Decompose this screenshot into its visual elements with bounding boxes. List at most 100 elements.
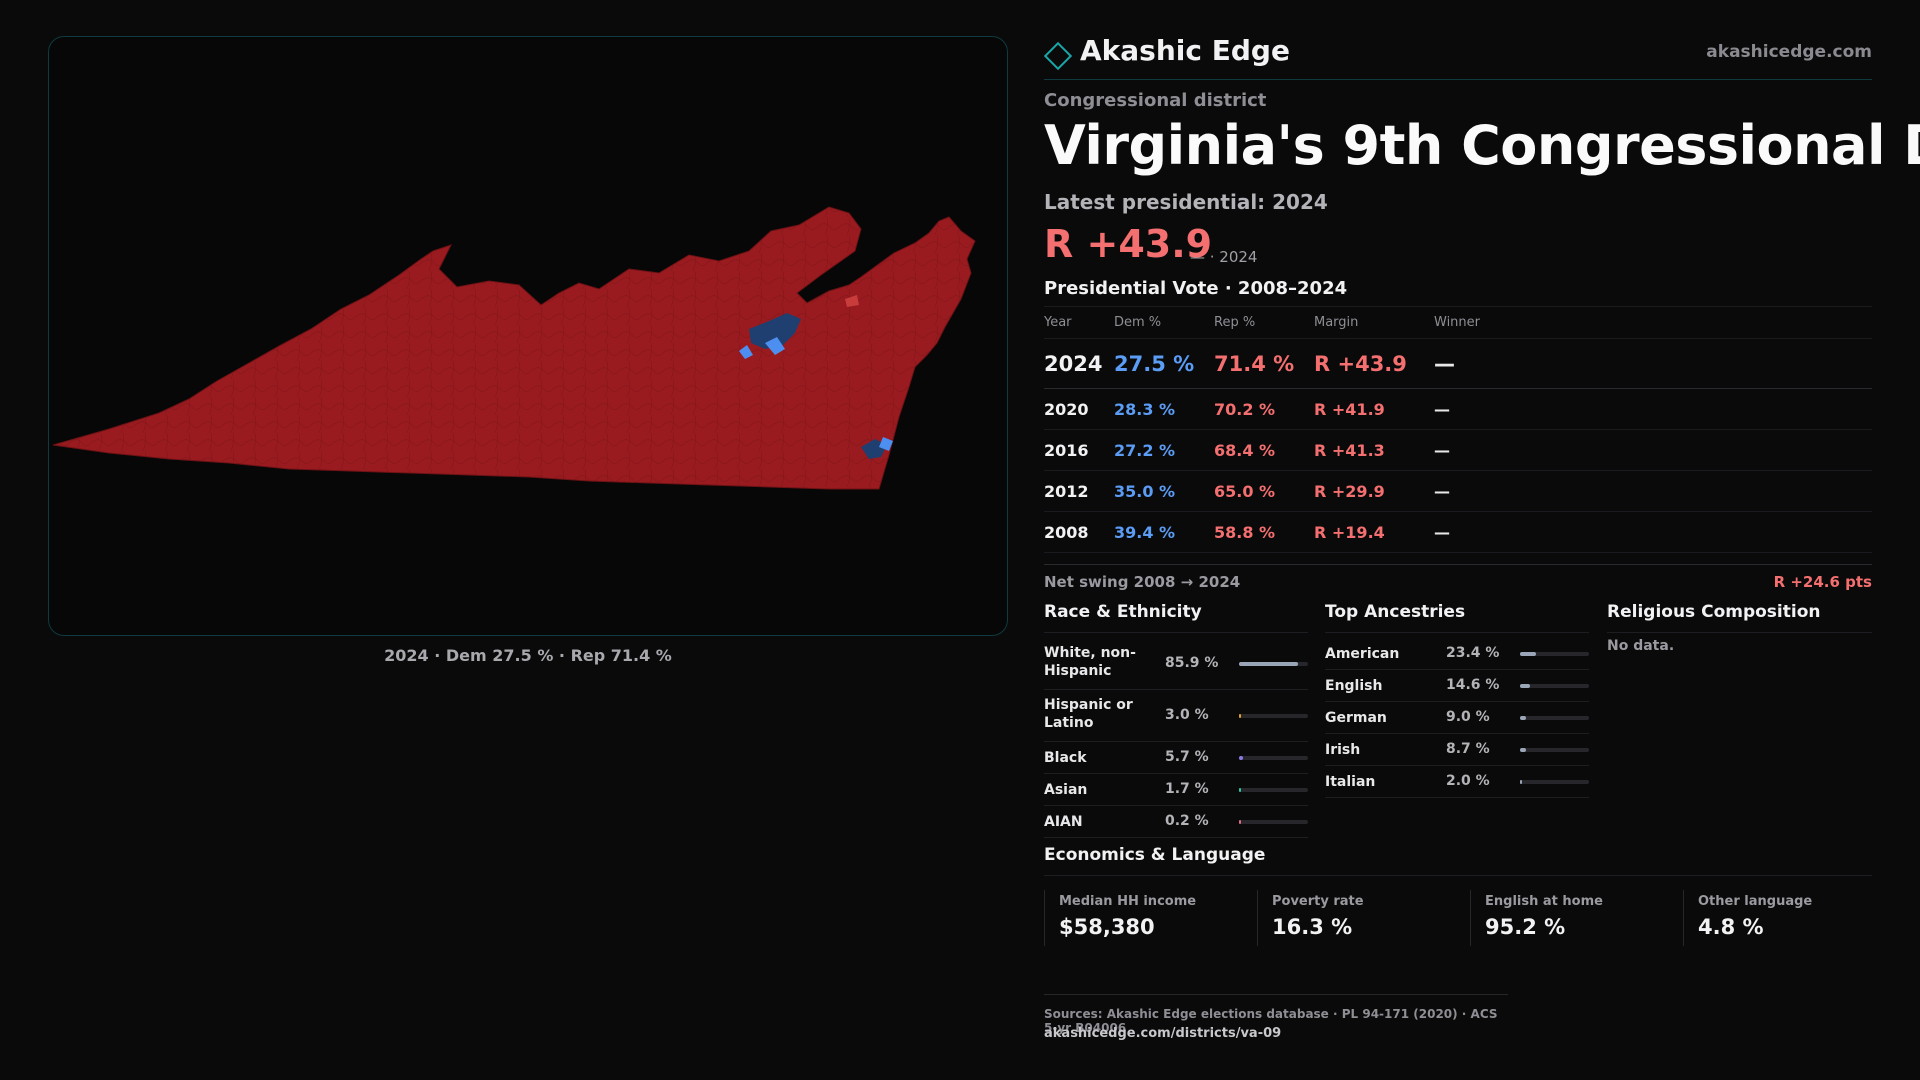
district-detail-panel: Akashic Edge akashicedge.com Congression… — [1043, 0, 1920, 1080]
row-rep: 65.0 % — [1214, 470, 1314, 512]
econ-cell: Other language 4.8 % — [1683, 890, 1895, 946]
ancestry-label: Italian — [1325, 774, 1376, 790]
table-row: 2016 27.2 % 68.4 % R +41.3 — — [1044, 429, 1872, 471]
net-swing-label: Net swing 2008 → 2024 — [1044, 573, 1241, 591]
race-pct: 3.0 % — [1165, 707, 1209, 723]
economics-grid: Median HH income $58,380 Poverty rate 16… — [1044, 890, 1872, 946]
row-margin: R +41.3 — [1314, 429, 1434, 471]
row-dem: 27.2 % — [1114, 429, 1214, 471]
ancestry-bar-fill — [1520, 748, 1526, 752]
sources-note: Sources: Akashic Edge elections database… — [1044, 994, 1508, 1035]
table-row: 2020 28.3 % 70.2 % R +41.9 — — [1044, 388, 1872, 430]
ancestry-label: American — [1325, 646, 1400, 662]
econ-value: 16.3 % — [1272, 915, 1353, 939]
race-bar — [1239, 714, 1308, 718]
row-winner: — — [1434, 429, 1872, 471]
row-dem: 28.3 % — [1114, 388, 1214, 430]
ancestry-label: German — [1325, 710, 1387, 726]
race-label: Black — [1044, 750, 1087, 766]
econ-label: English at home — [1485, 894, 1603, 909]
net-swing-value: R +24.6 pts — [1773, 573, 1872, 591]
ancestry-pct: 2.0 % — [1446, 773, 1490, 789]
ancestry-bar-fill — [1520, 716, 1527, 720]
race-bar-fill — [1239, 756, 1243, 760]
ancestry-bar — [1520, 780, 1589, 784]
brand-name[interactable]: Akashic Edge — [1080, 34, 1290, 67]
row-margin: R +29.9 — [1314, 470, 1434, 512]
row-dem: 39.4 % — [1114, 511, 1214, 553]
econ-value: $58,380 — [1059, 915, 1155, 939]
race-pct: 85.9 % — [1165, 655, 1219, 671]
row-winner: — — [1434, 511, 1872, 553]
econ-value: 95.2 % — [1485, 915, 1566, 939]
race-bar — [1239, 788, 1308, 792]
headline-margin-sub: — · 2024 — [1190, 248, 1258, 266]
race-row: Asian 1.7 % — [1044, 774, 1308, 806]
ancestry-bar — [1520, 652, 1589, 656]
race-pct: 1.7 % — [1165, 781, 1209, 797]
religion-empty: No data. — [1607, 638, 1675, 654]
presidential-vote-title: Presidential Vote · 2008–2024 — [1044, 278, 1348, 299]
diamond-icon — [1043, 41, 1073, 71]
race-pct: 5.7 % — [1165, 749, 1209, 765]
row-margin: R +19.4 — [1314, 511, 1434, 553]
page-title: Virginia's 9th Congressional District — [1044, 114, 1920, 177]
site-link[interactable]: akashicedge.com — [1706, 42, 1872, 62]
col-dem: Dem % — [1114, 306, 1214, 339]
row-year: 2024 — [1044, 338, 1114, 389]
ancestry-bar-fill — [1520, 780, 1522, 784]
row-winner: — — [1434, 338, 1872, 389]
religion-title: Religious Composition — [1607, 602, 1821, 622]
ancestry-pct: 8.7 % — [1446, 741, 1490, 757]
ancestry-pct: 23.4 % — [1446, 645, 1500, 661]
econ-label: Median HH income — [1059, 894, 1197, 909]
row-year: 2008 — [1044, 511, 1114, 553]
race-label: Asian — [1044, 782, 1088, 798]
race-row: Hispanic or Latino 3.0 % — [1044, 690, 1308, 742]
race-row: White, non-Hispanic 85.9 % — [1044, 638, 1308, 690]
ancestry-title: Top Ancestries — [1325, 602, 1466, 622]
race-label: White, non-Hispanic — [1044, 645, 1136, 679]
row-year: 2020 — [1044, 388, 1114, 430]
table-row: 2008 39.4 % 58.8 % R +19.4 — — [1044, 511, 1872, 553]
latest-presidential-label: Latest presidential: 2024 — [1044, 190, 1328, 214]
row-margin: R +41.9 — [1314, 388, 1434, 430]
top-bar: Akashic Edge akashicedge.com — [1043, 32, 1872, 80]
race-title: Race & Ethnicity — [1044, 602, 1202, 622]
row-rep: 71.4 % — [1214, 338, 1314, 389]
ancestry-pct: 9.0 % — [1446, 709, 1490, 725]
district-map[interactable] — [49, 37, 1008, 636]
ancestry-row: German 9.0 % — [1325, 702, 1589, 734]
econ-cell: Poverty rate 16.3 % — [1257, 890, 1469, 946]
presidential-vote-table: Year Dem % Rep % Margin Winner 2024 27.5… — [1044, 306, 1872, 553]
row-dem: 35.0 % — [1114, 470, 1214, 512]
ancestry-bar — [1520, 684, 1589, 688]
ancestry-row: American 23.4 % — [1325, 638, 1589, 670]
race-bar-fill — [1239, 714, 1242, 718]
district-url-link[interactable]: akashicedge.com/districts/va-09 — [1044, 1026, 1282, 1041]
table-row: 2012 35.0 % 65.0 % R +29.9 — — [1044, 470, 1872, 512]
race-bar-fill — [1239, 788, 1241, 792]
district-map-panel[interactable] — [48, 36, 1008, 636]
ancestry-row: Irish 8.7 % — [1325, 734, 1589, 766]
table-row: 2024 27.5 % 71.4 % R +43.9 — — [1044, 338, 1872, 389]
row-rep: 68.4 % — [1214, 429, 1314, 471]
race-label: AIAN — [1044, 814, 1083, 830]
row-rep: 70.2 % — [1214, 388, 1314, 430]
ancestry-label: English — [1325, 678, 1383, 694]
econ-label: Poverty rate — [1272, 894, 1364, 909]
row-year: 2016 — [1044, 429, 1114, 471]
ancestry-bar — [1520, 716, 1589, 720]
row-winner: — — [1434, 470, 1872, 512]
row-winner: — — [1434, 388, 1872, 430]
ancestry-row: English 14.6 % — [1325, 670, 1589, 702]
economics-title: Economics & Language — [1044, 845, 1266, 865]
ancestry-pct: 14.6 % — [1446, 677, 1500, 693]
econ-cell: Median HH income $58,380 — [1044, 890, 1256, 946]
headline-margin: R +43.9 — [1044, 222, 1213, 266]
race-bar-fill — [1239, 662, 1299, 666]
ancestry-bar — [1520, 748, 1589, 752]
map-caption: 2024 · Dem 27.5 % · Rep 71.4 % — [384, 646, 672, 665]
row-dem: 27.5 % — [1114, 338, 1214, 389]
race-row: Black 5.7 % — [1044, 742, 1308, 774]
